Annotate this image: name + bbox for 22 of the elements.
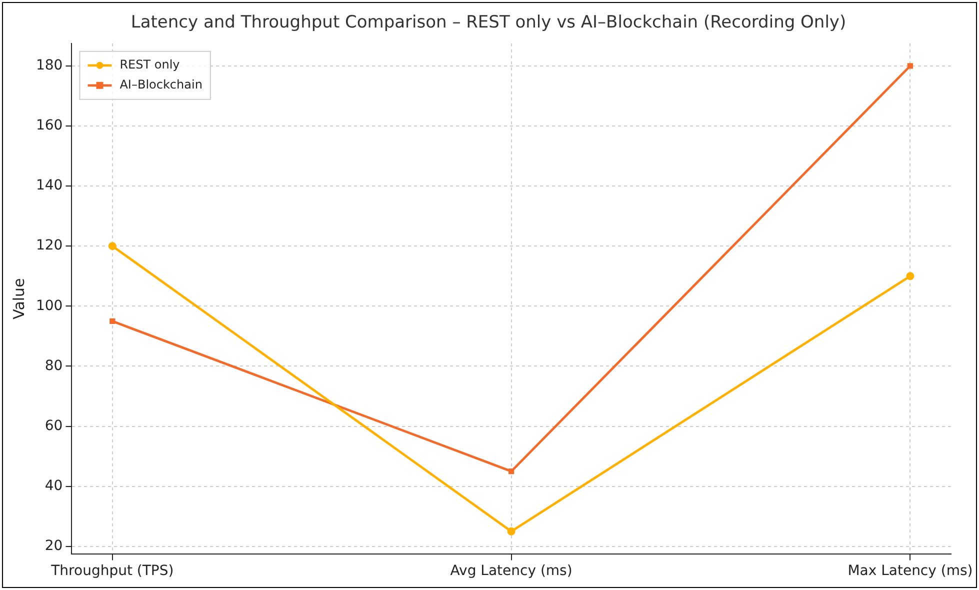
y-tick-label: 60 [44,418,63,434]
point [906,272,914,280]
x-tick-label: Max Latency (ms) [848,563,973,580]
point [110,318,116,324]
y-axis-title: Value [10,278,28,320]
point [108,242,116,250]
y-tick-label: 80 [44,358,63,374]
y-tick-label: 120 [36,238,63,254]
legend-label: REST only [120,58,180,72]
y-tick-label: 180 [36,58,63,74]
y-tick-label: 160 [36,118,63,134]
y-tick-label: 40 [44,478,63,494]
x-tick-label: Throughput (TPS) [50,563,174,580]
y-tick-label: 140 [36,178,63,194]
chart-title: Latency and Throughput Comparison – REST only vs AI–Blockchain (Recording Only) [130,12,846,33]
legend-label: AI–Blockchain [120,78,202,92]
point [907,63,914,69]
point [507,527,516,536]
y-tick-label: 100 [36,298,63,314]
x-tick-label: Avg Latency (ms) [450,563,572,580]
point [508,468,514,474]
y-tick-label: 20 [44,538,63,554]
